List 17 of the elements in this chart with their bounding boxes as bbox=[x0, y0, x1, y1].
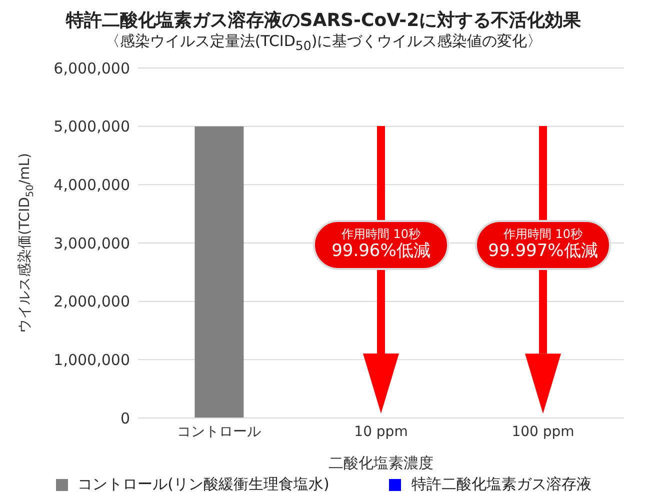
y-tick-label: 4,000,000 bbox=[54, 176, 130, 194]
annotation: 作用時間 10秒 99.997%低減 bbox=[487, 227, 599, 262]
chart-title: 特許二酸化塩素ガス溶存液のSARS-CoV-2に対する不活化効果 bbox=[64, 9, 582, 32]
y-tick-label: 3,000,000 bbox=[54, 234, 130, 252]
legend-label: 特許二酸化塩素ガス溶存液 bbox=[411, 475, 592, 494]
y-tick-label: 0 bbox=[120, 409, 130, 428]
y-tick-label: 6,000,000 bbox=[54, 59, 130, 78]
legend-label: コントロール(リン酸緩衝生理食塩水) bbox=[78, 475, 330, 494]
x-tick-label: 100 ppm bbox=[512, 424, 574, 440]
chart-subtitle: 〈感染ウイルス定量法(TCID$_{50}$)に基づくウイルス感染値の変化〉 bbox=[104, 32, 544, 53]
x-tick-label: コントロール bbox=[177, 424, 261, 440]
y-tick-label: 1,000,000 bbox=[54, 350, 130, 369]
annotation: 作用時間 10秒 99.96%低減 bbox=[330, 227, 432, 262]
y-tick-label: 2,000,000 bbox=[54, 292, 130, 311]
y-tick-label: 5,000,000 bbox=[54, 118, 130, 136]
x-axis-title: 二酸化塩素濃度 bbox=[328, 454, 434, 472]
x-tick-label: 10 ppm bbox=[354, 424, 408, 440]
